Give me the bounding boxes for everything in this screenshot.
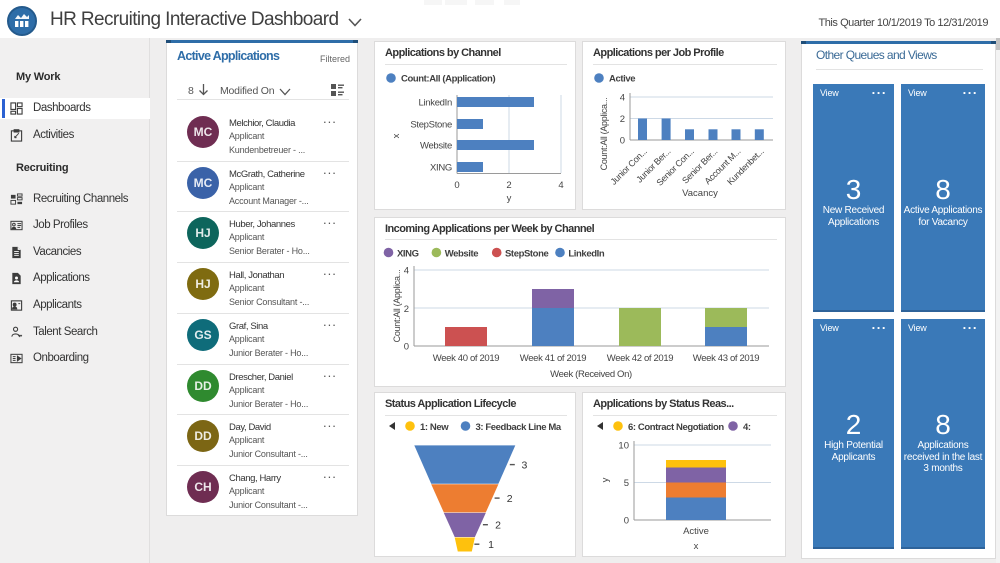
svg-text:x: x bbox=[694, 541, 699, 552]
svg-text:Week 42 of 2019: Week 42 of 2019 bbox=[607, 353, 673, 364]
svg-text:StepStone: StepStone bbox=[505, 249, 548, 260]
svg-text:Week (Received On): Week (Received On) bbox=[550, 369, 632, 380]
svg-text:Count:All (Applica...: Count:All (Applica... bbox=[392, 270, 402, 343]
svg-text:y: y bbox=[507, 193, 512, 204]
svg-text:4:: 4: bbox=[743, 422, 751, 433]
svg-text:Active: Active bbox=[683, 526, 709, 537]
svg-text:2: 2 bbox=[495, 520, 501, 532]
svg-text:Website: Website bbox=[420, 141, 452, 152]
svg-text:4: 4 bbox=[558, 180, 563, 191]
svg-text:0: 0 bbox=[454, 180, 459, 191]
svg-text:Count:All (Applica...: Count:All (Applica... bbox=[599, 98, 609, 171]
svg-text:y: y bbox=[600, 477, 611, 482]
svg-text:Week 40 of 2019: Week 40 of 2019 bbox=[433, 353, 499, 364]
svg-text:LinkedIn: LinkedIn bbox=[418, 98, 452, 109]
svg-text:3: Feedback Line Ma: 3: Feedback Line Ma bbox=[476, 422, 562, 433]
svg-text:2: 2 bbox=[620, 114, 625, 125]
svg-text:XING: XING bbox=[397, 249, 419, 260]
svg-text:0: 0 bbox=[404, 342, 409, 353]
svg-text:1: 1 bbox=[488, 539, 494, 551]
svg-text:10: 10 bbox=[618, 441, 629, 452]
svg-text:4: 4 bbox=[404, 266, 409, 277]
svg-text:XING: XING bbox=[430, 163, 452, 174]
svg-text:Active: Active bbox=[609, 74, 635, 85]
svg-text:LinkedIn: LinkedIn bbox=[568, 249, 604, 260]
svg-text:6: Contract Negotiation: 6: Contract Negotiation bbox=[628, 422, 724, 433]
svg-text:StepStone: StepStone bbox=[410, 120, 452, 131]
svg-text:0: 0 bbox=[620, 136, 625, 147]
svg-text:Week 41 of 2019: Week 41 of 2019 bbox=[520, 353, 586, 364]
svg-text:0: 0 bbox=[624, 516, 629, 527]
svg-text:Count:All (Application): Count:All (Application) bbox=[401, 74, 495, 85]
svg-text:4: 4 bbox=[620, 93, 625, 104]
svg-text:2: 2 bbox=[507, 493, 513, 505]
svg-text:x: x bbox=[391, 133, 402, 138]
svg-text:2: 2 bbox=[404, 304, 409, 315]
svg-text:5: 5 bbox=[624, 478, 629, 489]
svg-text:2: 2 bbox=[506, 180, 511, 191]
svg-text:3: 3 bbox=[522, 460, 528, 472]
svg-text:Website: Website bbox=[445, 249, 479, 260]
svg-text:1: New: 1: New bbox=[420, 422, 449, 433]
svg-text:Week 43 of 2019: Week 43 of 2019 bbox=[693, 353, 759, 364]
svg-text:Vacancy: Vacancy bbox=[682, 188, 718, 199]
